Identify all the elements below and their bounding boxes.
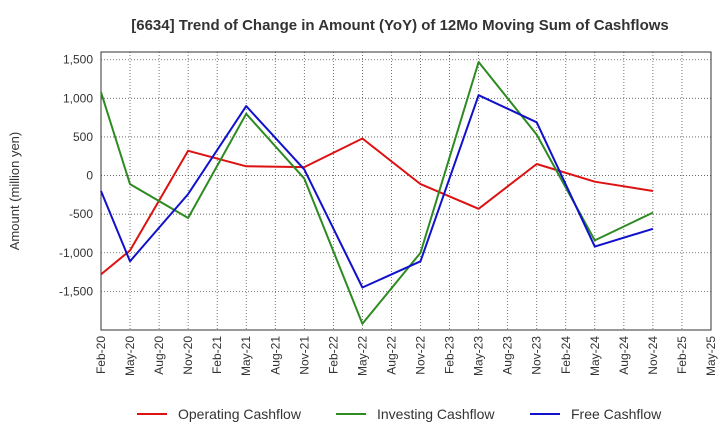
x-tick-label: May-23	[472, 336, 486, 376]
legend-label-operating: Operating Cashflow	[178, 406, 302, 422]
x-tick-label: Nov-24	[646, 336, 660, 375]
x-tick-labels: Feb-20 May-20 Aug-20 Nov-20 Feb-21 May-21 Aug-…	[94, 336, 718, 376]
x-tick-label: May-21	[239, 336, 253, 376]
y-tick-label: -1,500	[59, 284, 93, 298]
x-tick-label: May-24	[588, 336, 602, 376]
series-line-free-cashflow	[100, 94, 654, 289]
y-tick-label: -1,000	[59, 246, 93, 260]
grid	[101, 52, 711, 330]
x-tick-label: May-22	[355, 336, 369, 376]
plot-area	[100, 51, 712, 331]
legend-item-operating: Operating Cashflow	[137, 406, 302, 422]
legend-label-free: Free Cashflow	[571, 406, 662, 422]
series-line-investing-cashflow	[100, 61, 654, 325]
series-lines	[100, 61, 654, 325]
series-line-operating-cashflow	[100, 137, 654, 276]
x-tick-label: Nov-23	[530, 336, 544, 375]
x-tick-label: May-20	[123, 336, 137, 376]
y-tick-label: -500	[69, 207, 93, 221]
x-tick-label: Feb-20	[94, 336, 108, 374]
x-tick-label: Feb-21	[210, 336, 224, 374]
x-tick-label: Nov-21	[297, 336, 311, 375]
y-tick-labels: 1,500 1,000 500 0 -500 -1,000 -1,500	[59, 53, 93, 299]
y-tick-label: 500	[73, 130, 93, 144]
legend-item-investing: Investing Cashflow	[336, 406, 495, 422]
y-tick-label: 1,500	[63, 53, 93, 67]
x-tick-label: Feb-25	[675, 336, 689, 374]
x-tick-label: Nov-20	[181, 336, 195, 375]
chart-title: [6634] Trend of Change in Amount (YoY) o…	[131, 17, 669, 34]
x-tick-label: Nov-22	[414, 336, 428, 375]
legend-item-free: Free Cashflow	[530, 406, 662, 422]
x-tick-label: Aug-20	[152, 336, 166, 375]
y-tick-label: 1,000	[63, 91, 93, 105]
x-tick-label: Aug-22	[384, 336, 398, 375]
x-tick-label: Feb-22	[326, 336, 340, 374]
x-tick-label: Feb-23	[443, 336, 457, 374]
x-tick-label: May-25	[704, 336, 718, 376]
y-tick-label: 0	[86, 169, 93, 183]
x-tick-label: Aug-23	[501, 336, 515, 375]
y-axis-label: Amount (million yen)	[7, 132, 22, 251]
x-tick-label: Feb-24	[559, 336, 573, 374]
legend: Operating Cashflow Investing Cashflow Fr…	[137, 406, 662, 422]
legend-label-investing: Investing Cashflow	[377, 406, 495, 422]
x-tick-label: Aug-24	[617, 336, 631, 375]
x-tick-label: Aug-21	[268, 336, 282, 375]
